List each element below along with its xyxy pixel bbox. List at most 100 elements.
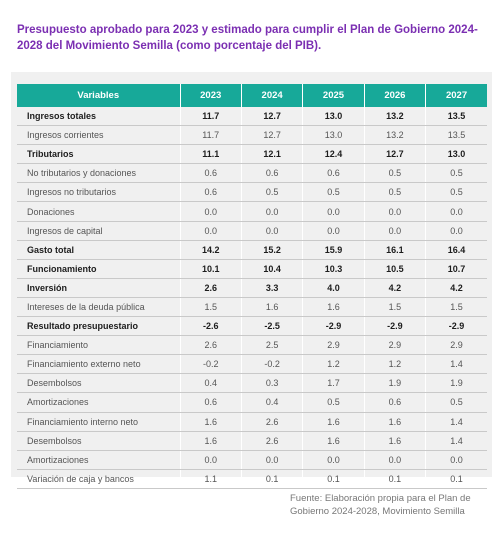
header-year: 2025 <box>302 84 365 107</box>
value-cell: 0.0 <box>425 221 487 241</box>
value-cell: 1.1 <box>180 469 242 489</box>
value-cell: -2.9 <box>425 316 487 337</box>
value-cell: 0.5 <box>425 163 487 184</box>
row-label: Amortizaciones <box>17 392 181 413</box>
value-cell: 0.0 <box>364 201 427 222</box>
value-cell: -0.2 <box>180 354 242 375</box>
value-cell: 13.2 <box>364 107 427 127</box>
value-cell: 0.6 <box>180 163 242 184</box>
value-cell: -2.5 <box>241 316 304 337</box>
row-label: Gasto total <box>17 240 181 260</box>
value-cell: -2.9 <box>302 316 365 337</box>
value-cell: 1.6 <box>302 431 365 451</box>
row-label: Financiamiento <box>17 335 181 356</box>
value-cell: 0.5 <box>425 392 487 413</box>
table-title: Presupuesto aprobado para 2023 y estimad… <box>17 24 478 52</box>
row-label: Desembolsos <box>17 373 181 394</box>
row-label: Desembolsos <box>17 431 181 451</box>
value-cell: 4.0 <box>302 278 365 298</box>
value-cell: 0.6 <box>241 163 304 184</box>
value-cell: 10.5 <box>364 259 427 279</box>
value-cell: 12.4 <box>302 144 365 165</box>
header-year: 2027 <box>425 84 487 107</box>
value-cell: 0.6 <box>364 392 427 413</box>
row-label: Resultado presupuestario <box>17 316 181 337</box>
row-label: Ingresos no tributarios <box>17 182 181 203</box>
value-cell: 4.2 <box>364 278 427 298</box>
row-label: Financiamiento externo neto <box>17 354 181 375</box>
value-cell: 16.1 <box>364 240 427 260</box>
value-cell: 0.5 <box>241 182 304 203</box>
value-cell: 12.7 <box>241 125 304 146</box>
header-year: 2024 <box>241 84 304 107</box>
value-cell: 12.7 <box>364 144 427 165</box>
value-cell: 0.0 <box>425 450 487 470</box>
table-row: Donaciones 0.0 0.0 0.0 0.0 0.0 <box>17 201 487 222</box>
value-cell: 12.7 <box>241 107 304 127</box>
value-cell: 1.6 <box>302 297 365 318</box>
value-cell: 10.1 <box>180 259 242 279</box>
value-cell: 4.2 <box>425 278 487 298</box>
header-year: 2026 <box>364 84 427 107</box>
table-row: Resultado presupuestario -2.6 -2.5 -2.9 -2.9… <box>17 316 487 337</box>
header-row: Variables 2023 2024 2025 2026 2027 <box>17 84 487 107</box>
value-cell: 16.4 <box>425 240 487 260</box>
table-row: Variación de caja y bancos 1.1 0.1 0.1 0.1 0.… <box>17 469 487 489</box>
table-row: Desembolsos 0.4 0.3 1.7 1.9 1.9 <box>17 373 487 394</box>
value-cell: 0.4 <box>180 373 242 394</box>
value-cell: 1.6 <box>364 412 427 432</box>
value-cell: 0.6 <box>302 163 365 184</box>
value-cell: 1.6 <box>241 297 304 318</box>
value-cell: 0.5 <box>302 182 365 203</box>
value-cell: 0.0 <box>241 201 304 222</box>
value-cell: 0.0 <box>180 450 242 470</box>
value-cell: 14.2 <box>180 240 242 260</box>
value-cell: 13.5 <box>425 107 487 127</box>
value-cell: 0.1 <box>425 469 487 489</box>
row-label: Ingresos de capital <box>17 221 181 241</box>
table-row: Ingresos corrientes 11.7 12.7 13.0 13.2 13.5 <box>17 125 487 146</box>
value-cell: 2.9 <box>364 335 427 356</box>
table-row: Inversión 2.6 3.3 4.0 4.2 4.2 <box>17 278 487 298</box>
value-cell: 0.1 <box>302 469 365 489</box>
table-row: Financiamiento externo neto -0.2 -0.2 1.2 1.… <box>17 354 487 375</box>
value-cell: 13.2 <box>364 125 427 146</box>
value-cell: 13.0 <box>302 125 365 146</box>
table-row: Amortizaciones 0.0 0.0 0.0 0.0 0.0 <box>17 450 487 470</box>
value-cell: 1.2 <box>364 354 427 375</box>
header-year: 2023 <box>180 84 242 107</box>
value-cell: 0.0 <box>364 221 427 241</box>
value-cell: 1.6 <box>180 412 242 432</box>
value-cell: 12.1 <box>241 144 304 165</box>
header-variables: Variables <box>17 84 181 107</box>
value-cell: 11.7 <box>180 125 242 146</box>
value-cell: 11.1 <box>180 144 242 165</box>
value-cell: 10.3 <box>302 259 365 279</box>
table-row: Intereses de la deuda pública 1.5 1.6 1.6 1.… <box>17 297 487 318</box>
value-cell: 0.6 <box>180 182 242 203</box>
value-cell: -2.9 <box>364 316 427 337</box>
value-cell: 0.0 <box>302 450 365 470</box>
value-cell: 0.3 <box>241 373 304 394</box>
value-cell: 1.5 <box>180 297 242 318</box>
value-cell: 0.4 <box>241 392 304 413</box>
row-label: No tributarios y donaciones <box>17 163 181 184</box>
table-row: Ingresos de capital 0.0 0.0 0.0 0.0 0.0 <box>17 221 487 241</box>
row-label: Financiamiento interno neto <box>17 412 181 432</box>
value-cell: 2.9 <box>425 335 487 356</box>
table-row: Gasto total 14.2 15.2 15.9 16.1 16.4 <box>17 240 487 260</box>
source-note: Fuente: Elaboración propia para el Plan … <box>290 493 471 517</box>
value-cell: 1.9 <box>425 373 487 394</box>
row-label: Amortizaciones <box>17 450 181 470</box>
value-cell: 2.6 <box>180 335 242 356</box>
value-cell: 0.0 <box>180 221 242 241</box>
table-row: Financiamiento interno neto 1.6 2.6 1.6 1.6 1… <box>17 412 487 432</box>
table-row: Funcionamiento 10.1 10.4 10.3 10.5 10.7 <box>17 259 487 279</box>
table-row: Desembolsos 1.6 2.6 1.6 1.6 1.4 <box>17 431 487 451</box>
table-row: Ingresos totales 11.7 12.7 13.0 13.2 13.5 <box>17 107 487 127</box>
table-row: Financiamiento 2.6 2.5 2.9 2.9 2.9 <box>17 335 487 356</box>
value-cell: 1.4 <box>425 354 487 375</box>
value-cell: 1.6 <box>364 431 427 451</box>
value-cell: 1.2 <box>302 354 365 375</box>
value-cell: 0.0 <box>241 450 304 470</box>
